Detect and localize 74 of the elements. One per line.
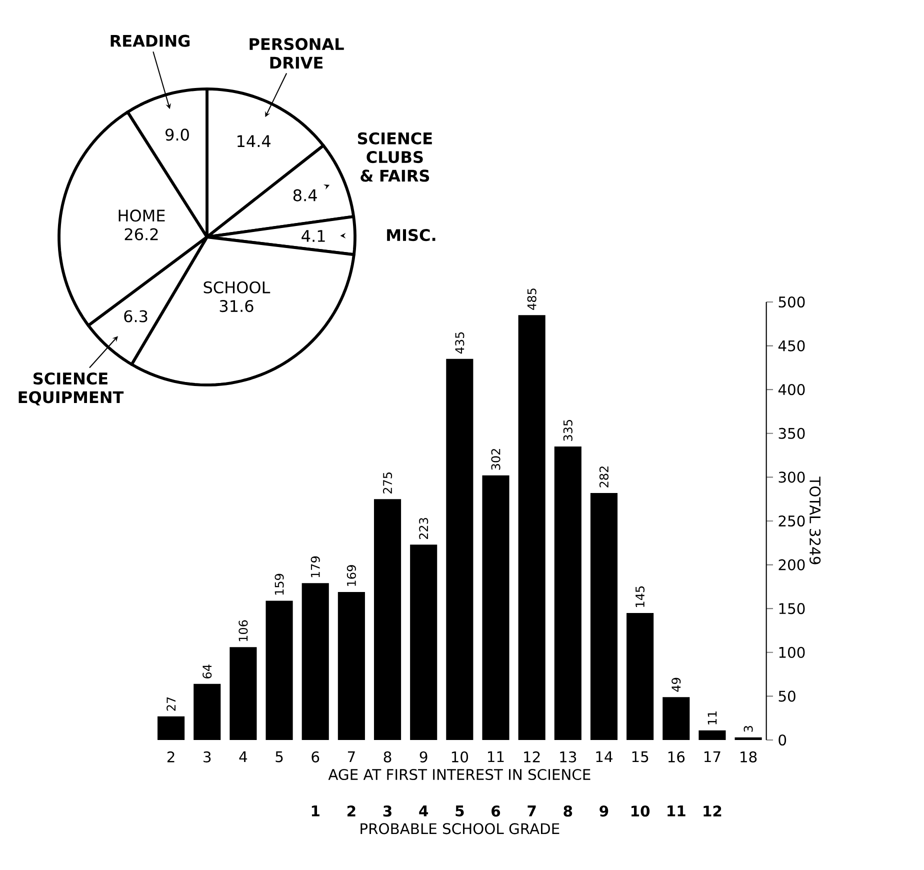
- x-tick-label: 2: [167, 751, 174, 762]
- x-tick-label: 11: [488, 751, 504, 762]
- slice-label: MISC.: [387, 229, 436, 242]
- data-label: 31.6: [220, 300, 254, 312]
- data-label: 9.0: [166, 128, 189, 141]
- y-tick-label: 500: [778, 296, 805, 308]
- data-label: 14.4: [238, 135, 270, 147]
- x2-tick-label: 3: [383, 806, 392, 817]
- y-tick-label: 0: [778, 734, 786, 746]
- data-label: 159: [274, 574, 284, 595]
- data-label: 335: [563, 420, 572, 441]
- data-label: 282: [599, 466, 609, 488]
- y-tick-label: 150: [779, 603, 805, 614]
- x-tick-label: 12: [524, 751, 540, 762]
- x-axis-title: AGE AT FIRST INTEREST IN SCIENCE: [328, 768, 590, 780]
- y-tick-label: 200: [778, 559, 805, 570]
- x2-tick-label: 2: [347, 806, 356, 816]
- data-label: 145: [636, 586, 645, 607]
- y-tick-label: 300: [778, 472, 805, 483]
- x2-tick-label: 8: [564, 806, 572, 817]
- slice-label: SCIENCE EQUIPMENT: [18, 372, 124, 406]
- x-tick-label: 13: [560, 751, 576, 762]
- data-label: 179: [310, 556, 320, 578]
- x-tick-label: 9: [420, 751, 428, 762]
- slice-label: SCHOOL: [204, 281, 270, 294]
- x-tick-label: 3: [204, 751, 211, 762]
- data-label: 106: [238, 620, 248, 642]
- x2-tick-label: 5: [456, 806, 464, 816]
- x-tick-label: 15: [632, 751, 648, 762]
- x-tick-label: 6: [312, 751, 320, 762]
- data-label: 26.2: [124, 228, 158, 240]
- x2-tick-label: 6: [492, 806, 500, 817]
- x-tick-label: 7: [348, 751, 355, 762]
- x2-axis-title: PROBABLE SCHOOL GRADE: [360, 823, 560, 834]
- x-tick-label: 4: [239, 751, 248, 762]
- y-tick-label: 450: [778, 340, 805, 352]
- x2-tick-label: 7: [528, 806, 536, 816]
- x2-tick-label: 9: [600, 806, 608, 817]
- slice-label: HOME: [118, 210, 165, 222]
- x-tick-label: 14: [596, 751, 612, 762]
- data-label: 27: [166, 697, 176, 711]
- x2-tick-label: 11: [668, 806, 686, 816]
- slice-label: READING: [110, 34, 190, 47]
- slice-label: PERSONAL DRIVE: [250, 38, 344, 69]
- y-tick-label: 250: [778, 515, 805, 527]
- data-label: 8.4: [293, 189, 317, 202]
- data-label: 169: [346, 565, 356, 586]
- data-label: 223: [419, 518, 428, 540]
- data-label: 302: [491, 449, 500, 470]
- data-label: 275: [382, 472, 392, 494]
- data-label: 3: [744, 726, 753, 732]
- x-tick-label: 5: [276, 751, 283, 762]
- slice-label: SCIENCE CLUBS & FAIRS: [358, 132, 432, 182]
- y-tick-label: 400: [778, 384, 805, 396]
- data-label: 6.3: [124, 310, 148, 322]
- y-axis-title: TOTAL 3249: [810, 476, 821, 564]
- data-label: 49: [672, 678, 681, 692]
- x2-tick-label: 4: [419, 806, 428, 816]
- y-tick-label: 100: [779, 646, 805, 658]
- data-label: 4.1: [302, 230, 325, 242]
- data-label: 11: [708, 711, 717, 724]
- x2-tick-label: 12: [704, 806, 722, 816]
- x-tick-label: 8: [384, 751, 392, 762]
- data-label: 485: [527, 288, 536, 310]
- x-tick-label: 17: [704, 751, 720, 762]
- data-label: 435: [455, 332, 464, 354]
- y-tick-label: 350: [778, 428, 805, 439]
- x-tick-label: 16: [668, 751, 685, 762]
- x-tick-label: 10: [452, 751, 468, 762]
- x-tick-label: 18: [740, 751, 757, 762]
- x2-tick-label: 10: [632, 806, 650, 817]
- data-label: 64: [202, 664, 212, 678]
- y-tick-label: 50: [778, 690, 796, 702]
- x2-tick-label: 1: [312, 806, 320, 816]
